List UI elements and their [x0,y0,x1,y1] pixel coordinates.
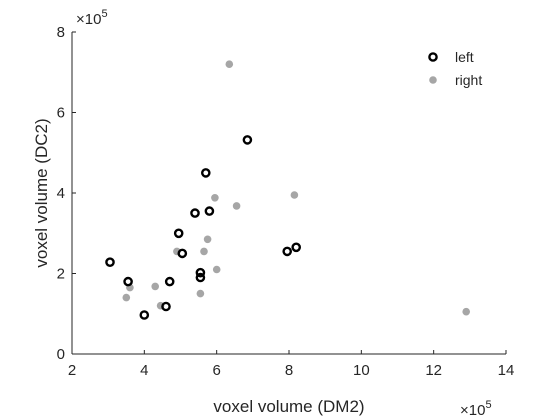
y-tick-label: 6 [57,105,65,122]
x-tick-label: 14 [498,362,515,379]
point-left [200,168,211,178]
point-left [164,276,175,287]
point-left [204,206,215,216]
point-right [212,265,221,274]
x-tick-label: 6 [212,362,220,379]
point-right [151,282,159,291]
point-right [122,293,131,302]
point-left [139,310,150,320]
point-left [195,272,206,283]
point-left [177,248,188,259]
x-tick-label: 4 [140,362,148,379]
point-right [462,307,471,316]
y-axis-label: voxel volume (DC2) [32,118,51,267]
y-tick-label: 8 [57,24,65,41]
x-axis-label: voxel volume (DM2) [213,397,364,416]
point-right [211,194,219,202]
point-left [282,246,293,257]
legend-marker-right [429,76,437,84]
point-left [173,228,184,239]
point-right [196,289,205,298]
point-right [232,202,241,210]
legend-label-left: left [455,49,474,65]
point-left [291,242,302,253]
legend: left right [428,49,482,88]
legend-label-right: right [455,72,482,88]
y-tick-label: 0 [57,346,65,363]
y-exponent-label: ×105 [76,8,108,28]
point-left [190,208,200,218]
point-left [161,301,171,312]
x-tick-label: 12 [425,362,442,379]
x-exponent-label: ×105 [460,399,492,419]
y-ticks: 0 2 4 6 8 [57,24,76,363]
point-right [200,247,208,256]
point-left [123,276,133,287]
axes [71,32,506,355]
data-points [105,60,471,320]
point-right [203,235,212,244]
point-right [225,60,234,68]
y-tick-label: 4 [57,185,65,202]
point-left [242,135,253,145]
x-tick-label: 10 [353,362,370,379]
x-tick-label: 8 [285,362,293,379]
y-tick-label: 2 [57,266,65,283]
x-tick-label: 2 [68,362,76,379]
point-right [290,191,299,199]
x-ticks: 2 4 6 8 10 12 14 [68,350,515,379]
point-left [195,267,206,278]
legend-marker-left [428,52,438,62]
point-left [105,257,115,268]
